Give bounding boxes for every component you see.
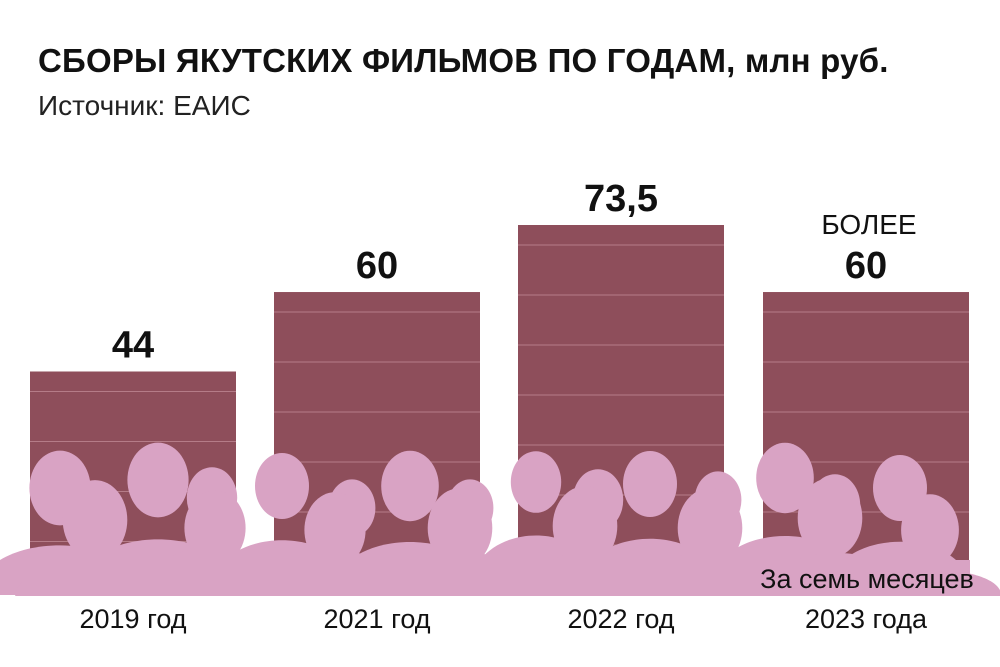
value-label-3: 73,5 <box>584 178 658 220</box>
value-label-1: 44 <box>112 324 154 366</box>
value-prefix-label: БОЛЕЕ <box>821 209 916 240</box>
person-head <box>381 450 439 522</box>
chart-title: СБОРЫ ЯКУТСКИХ ФИЛЬМОВ ПО ГОДАМ, млн руб… <box>38 42 889 79</box>
value-label-4: 60 <box>845 245 887 287</box>
person-head <box>127 442 189 518</box>
category-prefix-label: За семь месяцев <box>760 564 974 594</box>
audience-silhouettes <box>0 442 1000 596</box>
category-label-4: 2023 года <box>805 604 928 634</box>
person-head <box>304 492 366 568</box>
audience-base <box>28 560 970 596</box>
person-head <box>62 480 128 560</box>
person-head <box>552 486 618 566</box>
category-label-2: 2021 год <box>324 604 431 634</box>
person-head <box>623 451 677 517</box>
person-head <box>184 490 246 566</box>
person-head <box>677 488 743 568</box>
person-head <box>901 494 959 566</box>
person-head <box>756 442 814 514</box>
person-head <box>797 478 863 558</box>
value-label-2: 60 <box>356 245 398 287</box>
category-label-3: 2022 год <box>568 604 675 634</box>
chart-source: Источник: ЕАИС <box>38 90 251 121</box>
person-head <box>255 453 309 519</box>
category-label-1: 2019 год <box>80 604 187 634</box>
person-head <box>510 451 562 513</box>
person-head <box>427 488 493 568</box>
